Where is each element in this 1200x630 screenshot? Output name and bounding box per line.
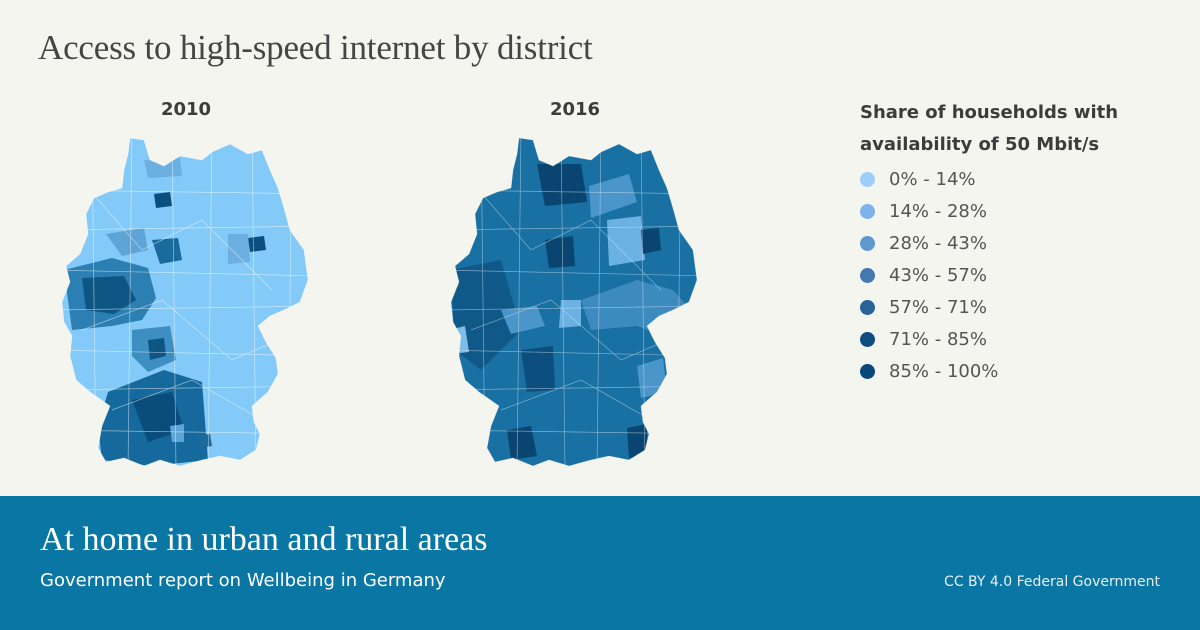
legend-label: 85% - 100%: [889, 360, 999, 382]
map-label-2016: 2016: [549, 99, 601, 120]
legend-item: 14% - 28%: [860, 195, 1160, 227]
legend-label: 57% - 71%: [889, 296, 987, 318]
chart-title: Access to high-speed internet by distric…: [38, 28, 593, 67]
legend-dot-icon: [860, 235, 875, 251]
legend-item: 28% - 43%: [860, 227, 1160, 259]
legend-item: 43% - 57%: [860, 259, 1160, 291]
map-2016: [441, 130, 711, 470]
footer-band: At home in urban and rural areas Governm…: [0, 496, 1200, 630]
legend-title: Share of households with availability of…: [860, 97, 1160, 161]
legend-item: 57% - 71%: [860, 291, 1160, 323]
legend-dot-icon: [860, 363, 875, 379]
germany-map-2010: [61, 137, 309, 467]
legend-dot-icon: [860, 203, 875, 219]
map-2010: [52, 130, 322, 470]
legend-label: 71% - 85%: [889, 328, 987, 350]
footer-title: At home in urban and rural areas: [40, 521, 488, 558]
legend: Share of households with availability of…: [860, 97, 1160, 387]
map-label-2010: 2010: [160, 99, 212, 120]
legend-item: 0% - 14%: [860, 163, 1160, 195]
legend-item: 85% - 100%: [860, 355, 1160, 387]
legend-label: 14% - 28%: [889, 200, 987, 222]
legend-label: 0% - 14%: [889, 168, 976, 190]
legend-items: 0% - 14% 14% - 28% 28% - 43% 43% - 57% 5…: [860, 163, 1160, 387]
legend-dot-icon: [860, 171, 875, 187]
legend-dot-icon: [860, 299, 875, 315]
legend-dot-icon: [860, 267, 875, 283]
germany-map-2016: [450, 137, 698, 467]
license-credit: CC BY 4.0 Federal Government: [944, 574, 1160, 590]
legend-title-line1: Share of households with: [860, 102, 1119, 123]
legend-title-line2: availability of 50 Mbit/s: [860, 134, 1100, 155]
legend-item: 71% - 85%: [860, 323, 1160, 355]
legend-label: 28% - 43%: [889, 232, 987, 254]
legend-label: 43% - 57%: [889, 264, 987, 286]
footer-subtitle: Government report on Wellbeing in German…: [40, 570, 446, 591]
legend-dot-icon: [860, 331, 875, 347]
